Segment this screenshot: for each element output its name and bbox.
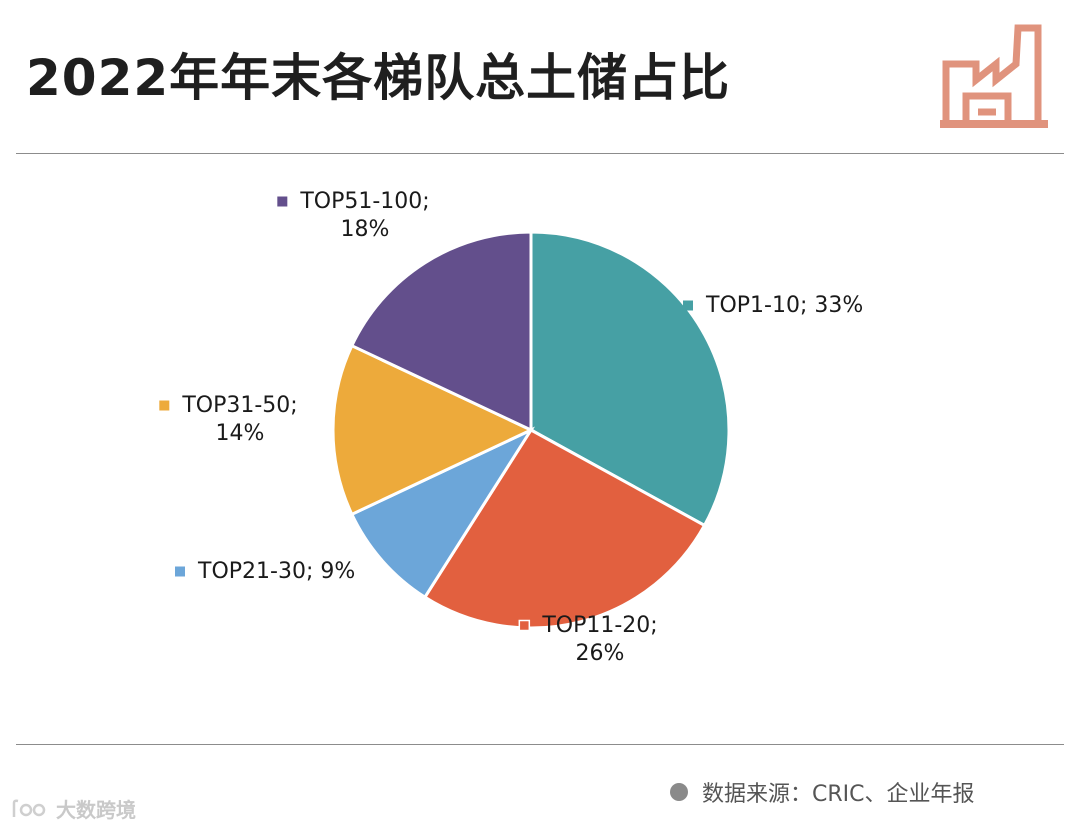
pie-label-top51-100: TOP51-100; 18% (277, 189, 430, 242)
legend-marker-top31-50 (159, 400, 170, 411)
pie-label-line2: 26% (576, 641, 625, 666)
pie-label-top21-30: TOP21-30; 9% (175, 559, 355, 584)
header-divider (16, 153, 1064, 154)
watermark-logo-icon (12, 799, 46, 817)
pie-slice-top31-50 (331, 343, 535, 517)
pie-label-top11-20: TOP11-20; 26% (518, 613, 658, 666)
pie-label-line2: 14% (216, 421, 265, 446)
data-source: 数据来源：CRIC、企业年报 (670, 776, 975, 808)
legend-marker-top1-10 (683, 300, 693, 311)
pie-label-top31-50: TOP31-50; 14% (159, 393, 298, 446)
pie-label-line1: TOP51-100; (299, 189, 429, 214)
watermark-text: 大数跨境 (56, 798, 136, 822)
pie-label-line1: TOP1-10; 33% (705, 293, 863, 318)
legend-marker-top21-30 (175, 566, 185, 577)
pie-slice-top51-100 (349, 230, 533, 433)
footer-divider (16, 744, 1064, 745)
pie-label-line1: TOP11-20; (541, 613, 657, 638)
pie-label-line1: TOP21-30; 9% (197, 559, 355, 584)
watermark: 大数跨境 (10, 794, 136, 823)
pie-label-line2: 18% (341, 217, 390, 242)
pie-label-top1-10: TOP1-10; 33% (683, 293, 863, 318)
pie-slice-top11-20 (422, 428, 707, 630)
data-source-text: 数据来源：CRIC、企业年报 (702, 782, 975, 807)
page-title: 2022年年末各梯队总土储占比 (26, 49, 731, 107)
bullet-dot-icon (670, 783, 688, 801)
pie-slice-top1-10 (529, 230, 731, 528)
factory-logo-icon (940, 24, 1048, 128)
legend-marker-top11-20 (518, 619, 531, 632)
pie-label-line1: TOP31-50; (181, 393, 297, 418)
legend-marker-top51-100 (277, 196, 288, 207)
pie-slice-top21-30 (349, 426, 536, 600)
